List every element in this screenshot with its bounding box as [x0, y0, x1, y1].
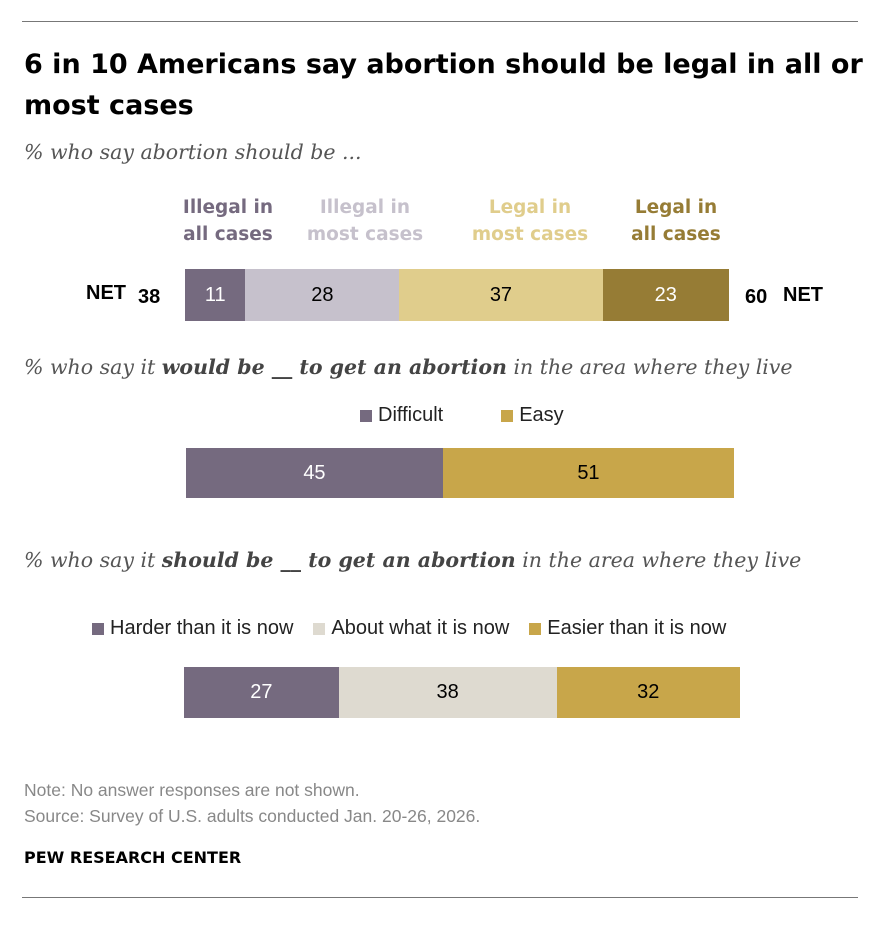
net-left-value: 38	[138, 286, 161, 308]
preference-legend-item-0: Harder than it is now	[92, 617, 293, 640]
preference-value-label-0: 27	[250, 681, 273, 703]
access-legend-swatch-1	[501, 409, 514, 422]
legality-value-label-3: 23	[654, 283, 677, 306]
preference-legend-swatch-0	[92, 622, 104, 635]
chart2-subtitle: % who say it would be __ to get an abort…	[24, 355, 793, 379]
access-segment-0: 45	[186, 448, 443, 498]
category-label-legal-most: Legal in most cases	[471, 197, 589, 245]
access-segment-1: 51	[442, 448, 734, 498]
category-label-illegal-all: Illegal in all cases	[182, 197, 274, 245]
preference-segment-1: 38	[338, 667, 557, 718]
preference-legend-swatch-2	[529, 622, 542, 635]
preference-segment-2: 32	[556, 667, 740, 718]
access-legend-swatch-0	[360, 409, 372, 422]
access-legend-item-1: Easy	[501, 404, 564, 427]
brand-logo-text: PEW RESEARCH CENTER	[24, 848, 242, 867]
access-legend-label-0: Difficult	[378, 404, 444, 426]
chart-title: 6 in 10 Americans say abortion should be…	[24, 49, 863, 121]
bottom-rule	[22, 897, 858, 898]
access-legend-item-0: Difficult	[360, 404, 443, 427]
net-right-value: 60	[745, 286, 768, 308]
chart3-subtitle: % who say it should be __ to get an abor…	[24, 548, 802, 572]
preference-value-label-2: 32	[637, 681, 660, 703]
bar-abortion-legality: 11 28 37 23	[185, 269, 729, 321]
legality-segment-3: 23	[602, 269, 729, 321]
category-label-legal-all: Legal in all cases	[631, 197, 721, 245]
source-text: Source: Survey of U.S. adults conducted …	[24, 806, 481, 826]
legality-value-label-1: 28	[311, 283, 334, 306]
legality-value-label-2: 37	[489, 283, 513, 306]
note-text: Note: No answer responses are not shown.	[24, 780, 360, 800]
legend-preference: Harder than it is now About what it is no…	[92, 617, 726, 640]
preference-legend-label-1: About what it is now	[331, 617, 510, 639]
preference-legend-swatch-1	[313, 622, 326, 635]
legality-segment-2: 37	[399, 269, 603, 321]
preference-value-label-1: 38	[436, 681, 459, 703]
access-legend-label-1: Easy	[519, 404, 564, 426]
chart1-subtitle: % who say abortion should be ...	[24, 140, 362, 164]
category-label-illegal-most: Illegal in most cases	[306, 197, 424, 245]
preference-legend-item-2: Easier than it is now	[529, 617, 726, 640]
bar-abortion-preference: 27 38 32	[184, 667, 740, 718]
legality-segment-1: 28	[245, 269, 400, 321]
legality-value-label-0: 11	[204, 283, 226, 306]
preference-legend-label-0: Harder than it is now	[110, 617, 294, 639]
net-left-label: NET	[86, 282, 126, 304]
preference-legend-item-1: About what it is now	[313, 617, 509, 640]
preference-segment-0: 27	[184, 667, 339, 718]
bar-abortion-access: 45 51	[186, 448, 734, 498]
top-rule	[22, 21, 858, 22]
net-right-label: NET	[783, 284, 823, 306]
legality-segment-0: 11	[185, 269, 246, 321]
access-value-label-1: 51	[577, 461, 600, 484]
preference-legend-label-2: Easier than it is now	[547, 617, 727, 639]
legend-access: Difficult Easy	[360, 404, 564, 427]
access-value-label-0: 45	[303, 461, 326, 484]
